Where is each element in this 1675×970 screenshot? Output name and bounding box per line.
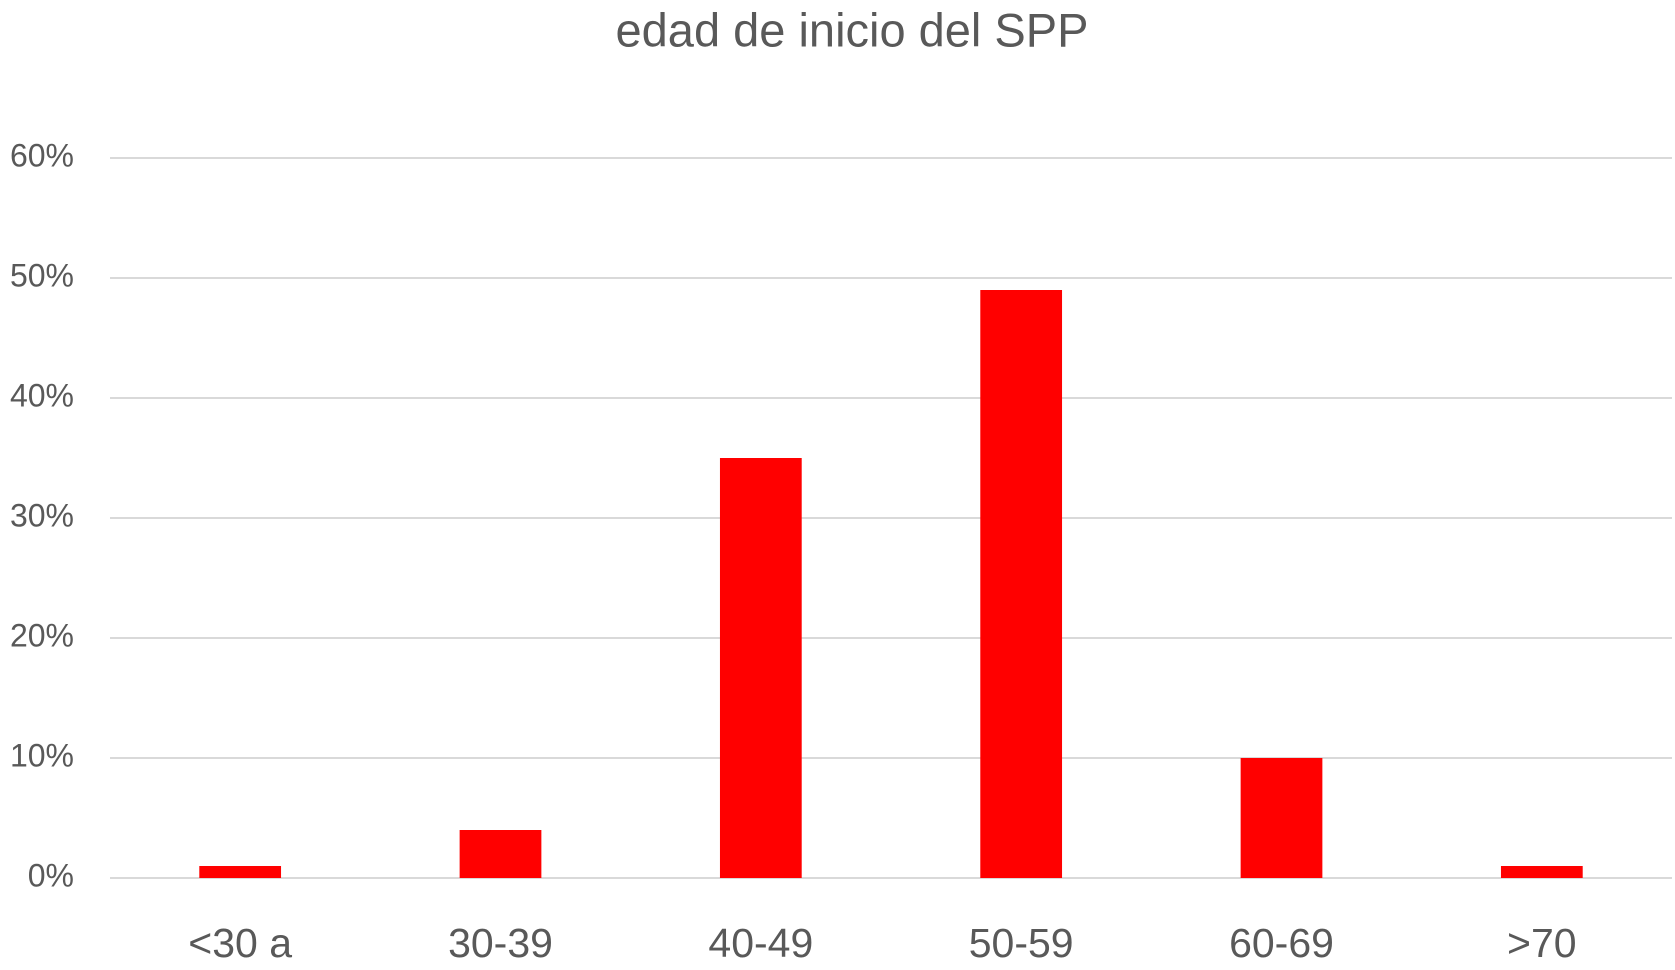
bar [199, 866, 282, 878]
y-tick-label: 30% [10, 497, 74, 533]
bar [719, 458, 802, 878]
bar [980, 290, 1063, 878]
chart-title: edad de inicio del SPP [616, 3, 1089, 56]
y-tick-label: 10% [10, 737, 74, 773]
y-tick-label: 40% [10, 377, 74, 413]
y-tick-label: 60% [10, 137, 74, 173]
y-tick-label: 20% [10, 617, 74, 653]
x-tick-label: >70 [1507, 920, 1577, 966]
bar [1500, 866, 1583, 878]
x-tick-label: 40-49 [708, 920, 813, 966]
x-tick-label: 30-39 [448, 920, 553, 966]
bar [459, 830, 542, 878]
y-tick-label: 0% [28, 857, 74, 893]
x-tick-label: 50-59 [969, 920, 1074, 966]
x-tick-label: <30 a [188, 920, 292, 966]
x-tick-label: 60-69 [1229, 920, 1334, 966]
bar [1240, 758, 1323, 878]
y-tick-label: 50% [10, 257, 74, 293]
